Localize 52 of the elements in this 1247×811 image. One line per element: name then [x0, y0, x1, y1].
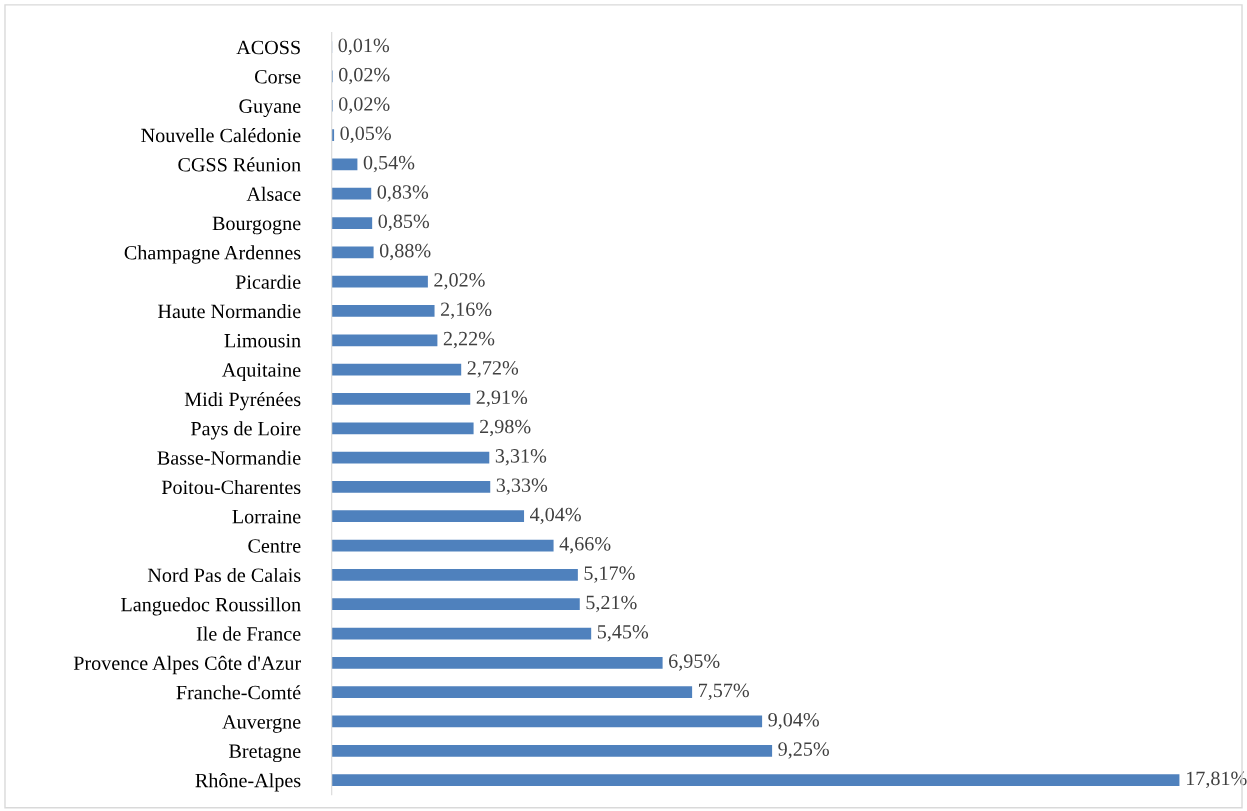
y-tick-label: Auvergne — [222, 715, 301, 733]
data-label: 0,88% — [379, 243, 431, 261]
y-tick-label: Nord Pas de Calais — [147, 567, 301, 583]
y-tick-label: Provence Alpes Côte d'Azur — [73, 655, 301, 675]
data-label: 0,02% — [338, 97, 390, 114]
y-tick-label: Picardie — [235, 274, 301, 289]
y-tick-label: ACOSS — [236, 40, 300, 55]
data-label: 0,01% — [338, 38, 390, 56]
data-label: 0,83% — [377, 185, 429, 202]
data-label: 2,98% — [480, 419, 531, 437]
y-tick-label: Midi Pyrénées — [184, 391, 301, 411]
data-label: 4,66% — [559, 537, 611, 554]
y-tick-label: Nouvelle Calédonie — [141, 128, 301, 143]
data-label: 7,57% — [699, 683, 750, 701]
data-label: 2,16% — [440, 302, 492, 319]
data-label: 0,02% — [338, 67, 390, 85]
data-label: 2,02% — [434, 273, 485, 290]
data-label: 2,72% — [467, 361, 519, 378]
y-tick-label: Pays de Loire — [190, 421, 301, 440]
y-tick-label: Poitou-Charentes — [161, 479, 301, 495]
data-label: 5,21% — [586, 595, 637, 613]
y-tick-label: Ile de France — [196, 626, 301, 641]
y-tick-label: Haute Normandie — [158, 304, 301, 319]
y-tick-label: Champagne Ardennes — [124, 245, 301, 264]
y-tick-label: Lorraine — [232, 509, 301, 524]
data-label: 17,81% — [1186, 771, 1247, 789]
y-tick-label: Bretagne — [229, 744, 301, 763]
y-tick-label: Languedoc Roussillon — [121, 597, 301, 616]
data-label: 2,91% — [476, 390, 528, 407]
data-label: 0,85% — [378, 214, 430, 231]
y-tick-label: Rhône-Alpes — [195, 773, 301, 792]
y-tick-label: Alsace — [246, 186, 301, 201]
data-label: 4,04% — [530, 507, 581, 525]
data-label: 3,33% — [496, 478, 548, 495]
y-tick-label: Basse-Normandie — [157, 450, 301, 465]
y-tick-label: Corse — [254, 70, 301, 84]
data-label: 9,25% — [778, 742, 829, 759]
data-label: 6,95% — [669, 654, 720, 671]
data-label: 0,54% — [363, 155, 415, 173]
y-tick-label: CGSS Réunion — [178, 157, 301, 172]
data-label: 5,45% — [597, 624, 649, 642]
data-label: 3,31% — [495, 449, 547, 466]
data-label: 5,17% — [584, 566, 635, 583]
y-tick-label: Guyane — [239, 99, 301, 118]
y-tick-label: Bourgogne — [212, 216, 301, 235]
data-label: 0,05% — [340, 126, 391, 143]
y-tick-label: Franche-Comté — [176, 685, 301, 700]
y-tick-label: Centre — [248, 539, 301, 553]
data-label: 9,04% — [768, 712, 819, 730]
y-tick-label: Aquitaine — [221, 363, 301, 381]
y-tick-label: Limousin — [224, 333, 301, 348]
data-label: 2,22% — [443, 331, 495, 349]
